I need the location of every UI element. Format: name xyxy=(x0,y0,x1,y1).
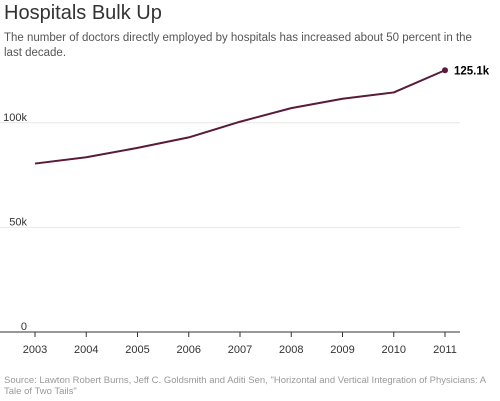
x-tick-label: 2006 xyxy=(177,344,201,356)
x-tick-label: 2005 xyxy=(125,344,149,356)
end-value-label: 125.1k xyxy=(454,65,490,77)
y-tick-label: 0 xyxy=(21,321,27,333)
series-line xyxy=(34,69,446,165)
x-tick-label: 2007 xyxy=(228,344,252,356)
x-tick-label: 2003 xyxy=(23,344,47,356)
x-tick-label: 2008 xyxy=(279,344,303,356)
chart-title: Hospitals Bulk Up xyxy=(4,2,162,24)
x-tick-label: 2011 xyxy=(433,344,457,356)
chart-subtitle: The number of doctors directly employed … xyxy=(4,32,472,59)
x-tick-label: 2009 xyxy=(330,344,354,356)
source-note: Source: Lawton Robert Burns, Jeff C. Gol… xyxy=(4,375,486,397)
x-tick-label: 2004 xyxy=(74,344,98,356)
end-point-marker xyxy=(442,67,448,74)
y-tick-label: 100k xyxy=(3,112,27,124)
x-tick-label: 2010 xyxy=(382,344,406,356)
y-tick-label: 50k xyxy=(9,216,27,228)
